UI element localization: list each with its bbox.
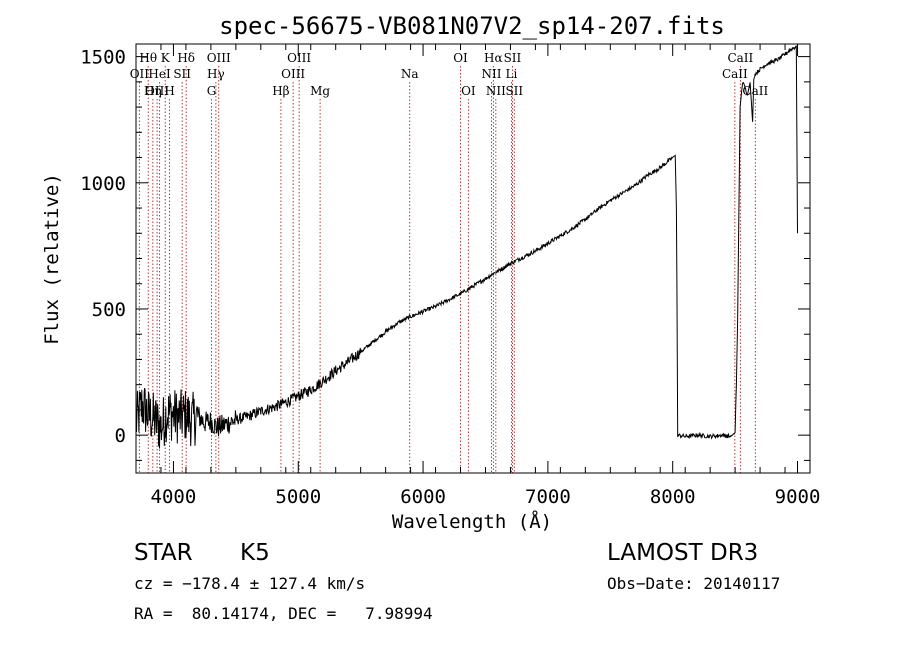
y-tick-label: 500 [92,299,126,321]
y-tick-label: 1000 [80,173,126,195]
spectral-line-markers [138,66,756,473]
y-tick-label: 0 [115,425,126,447]
survey-name: LAMOST DR3 [607,540,759,566]
plot-frame [135,43,811,474]
spectral-line-label: OII [130,67,150,81]
x-tick-label: 6000 [400,486,446,508]
object-subclass: K5 [240,540,270,566]
x-tick-label: 7000 [525,486,571,508]
spectral-line-label: HeI [148,67,171,81]
observation-date: Obs−Date: 20140117 [607,574,781,593]
x-axis-label: Wavelength (Å) [392,510,552,533]
spectral-line-label: NII [486,84,506,98]
spectral-line-label: Li [506,67,518,81]
spectral-line-label: Hδ [177,51,195,65]
object-class: STAR [134,540,193,566]
spectral-line-label: NII [481,67,501,81]
spectral-line-label: Hθ [139,51,157,65]
y-axis-label: Flux (relative) [41,173,63,345]
x-tick-label: 8000 [650,486,696,508]
spectral-line-label: Hβ [272,84,289,98]
spectral-line-label: H [164,84,174,98]
spectral-line-label: Na [401,67,419,81]
sky-coordinates: RA = 80.14174, DEC = 7.98994 [134,604,433,623]
chart-title: spec-56675-VB081N07V2_sp14-207.fits [219,12,725,40]
spectral-line-label: OI [461,84,476,98]
spectral-line-label: Hα [484,51,503,65]
x-tick-label: 5000 [275,486,321,508]
spectral-line-label: Mg [310,84,330,98]
spectral-line-label: Hη [144,84,162,98]
y-axis-ticks: 0 500 1000 1500 [80,47,810,461]
x-tick-label: 9000 [775,486,821,508]
spectral-line-label: OIII [287,51,311,65]
spectrum-series-line [135,45,798,449]
spectral-line-label: G [207,84,217,98]
spectral-line-label: OI [453,51,468,65]
spectral-line-label: OIII [207,51,231,65]
spectral-line-label: SII [505,84,523,98]
spectral-line-label: OIII [281,67,305,81]
spectral-line-label: SII [504,51,522,65]
spectral-line-label: Hγ [207,67,225,81]
x-axis-ticks: 4000 5000 6000 7000 8000 9000 [135,44,821,508]
spectral-line-label: CaII [727,51,753,65]
x-tick-label: 4000 [151,486,197,508]
y-tick-label: 1500 [80,47,126,69]
spectral-line-label: K [161,51,171,65]
spectral-line-label: CaII [722,67,748,81]
spectral-line-label: SII [173,67,191,81]
spectral-line-label: OIII [145,84,169,98]
redshift-velocity: cz = −178.4 ± 127.4 km/s [134,574,366,593]
